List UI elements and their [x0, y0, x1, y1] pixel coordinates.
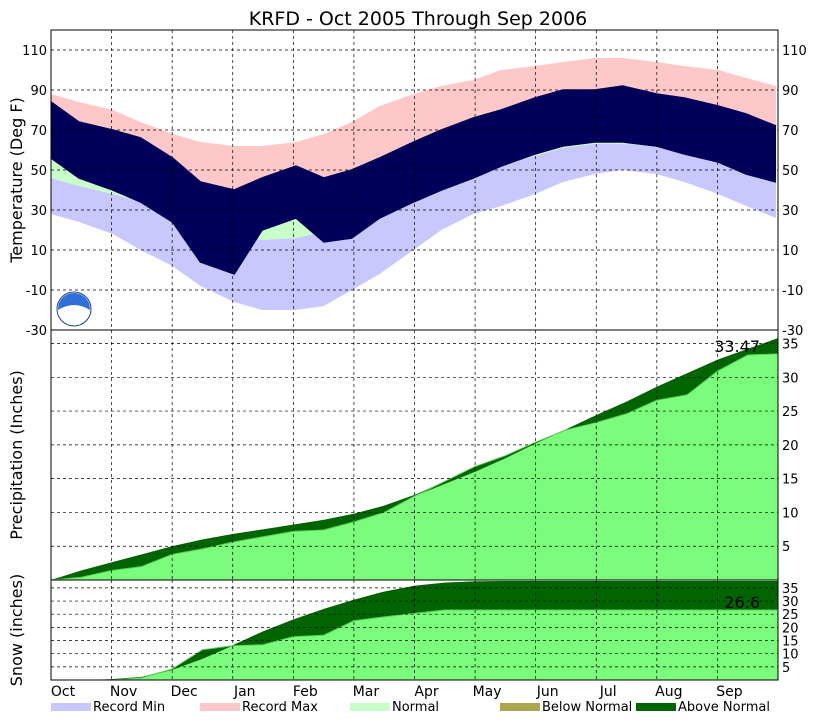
noaa-logo — [56, 291, 92, 327]
y-tick-label-right: 20 — [782, 439, 799, 454]
month-label: Sep — [716, 684, 743, 700]
legend-swatch — [200, 703, 240, 711]
legend-label: Above Normal — [678, 700, 770, 715]
y-tick-label-left: 70 — [30, 124, 47, 139]
y-tick-label-right: 5 — [782, 661, 790, 676]
month-label: Dec — [171, 684, 198, 700]
month-label: Nov — [110, 684, 137, 700]
legend-label: Below Normal — [542, 700, 632, 715]
y-tick-label-left: -10 — [26, 284, 47, 299]
legend-label: Record Min — [93, 700, 165, 715]
y-tick-label-left: 50 — [30, 164, 47, 179]
month-label: Jul — [599, 684, 617, 700]
month-label: Oct — [51, 684, 76, 700]
y-tick-label-right: 50 — [782, 164, 799, 179]
y-axis-label: Temperature (Deg F) — [7, 97, 26, 264]
y-tick-label-right: 15 — [782, 635, 799, 650]
y-tick-label-right: 10 — [782, 648, 799, 663]
season-total-label: 33.47 — [714, 337, 760, 356]
y-tick-label-right: 30 — [782, 595, 799, 610]
legend-swatch — [500, 703, 540, 711]
month-axis: Oct Nov Dec Jan Feb Mar Apr May Jun Jul Aug Sep — [51, 684, 743, 700]
y-tick-label-right: 90 — [782, 84, 799, 99]
season-total-label: 26.6 — [724, 593, 760, 612]
snow-panel-frame — [50, 579, 779, 681]
legend-swatch — [636, 703, 676, 711]
y-tick-label-right: -30 — [782, 324, 803, 339]
y-tick-label-right: 30 — [782, 371, 799, 386]
month-label: Jun — [536, 684, 559, 700]
observed-accumulation-area — [51, 610, 778, 680]
month-label: May — [473, 684, 502, 700]
y-tick-label-right: 10 — [782, 244, 799, 259]
legend: Record Min Record Max Normal Below Normal Ab… — [51, 700, 770, 715]
observed-temperature-band — [51, 86, 777, 274]
month-label: Aug — [655, 684, 682, 700]
y-tick-label-right: 35 — [782, 338, 799, 353]
y-tick-label-left: 10 — [30, 244, 47, 259]
month-label: Mar — [353, 684, 380, 700]
y-tick-label-right: 25 — [782, 608, 799, 623]
y-tick-label-right: 110 — [782, 44, 807, 59]
y-tick-label-right: 35 — [782, 582, 799, 597]
month-label: Jan — [233, 684, 256, 700]
y-tick-label-right: 70 — [782, 124, 799, 139]
y-tick-label-right: 30 — [782, 204, 799, 219]
y-tick-label-right: 25 — [782, 405, 799, 420]
y-tick-label-right: 20 — [782, 621, 799, 636]
y-axis-label: Snow (inches) — [7, 574, 26, 686]
y-tick-label-left: 90 — [30, 84, 47, 99]
month-label: Feb — [293, 684, 318, 700]
chart-title: KRFD - Oct 2005 Through Sep 2006 — [249, 8, 588, 30]
legend-swatch — [350, 703, 390, 711]
y-tick-label-right: 5 — [782, 540, 790, 555]
y-tick-label-right: 15 — [782, 473, 799, 488]
y-tick-label-right: -10 — [782, 284, 803, 299]
month-label: Apr — [414, 684, 438, 700]
legend-label: Normal — [392, 700, 439, 715]
y-tick-label-left: 30 — [30, 204, 47, 219]
y-axis-label: Precipitation (Inches) — [7, 370, 26, 540]
precipitation-panel: 5 10 15 20 25 30 35 Precipitation (Inches) 33.47 — [7, 329, 799, 581]
legend-label: Record Max — [242, 700, 318, 715]
temperature-panel: -30 -30 -10 -10 10 10 30 30 50 50 70 70 90 90 110 110 Te… — [7, 29, 807, 339]
y-tick-label-right: 10 — [782, 506, 799, 521]
y-tick-label-left: 110 — [22, 44, 47, 59]
legend-swatch — [51, 703, 91, 711]
y-tick-label-left: -30 — [26, 324, 47, 339]
